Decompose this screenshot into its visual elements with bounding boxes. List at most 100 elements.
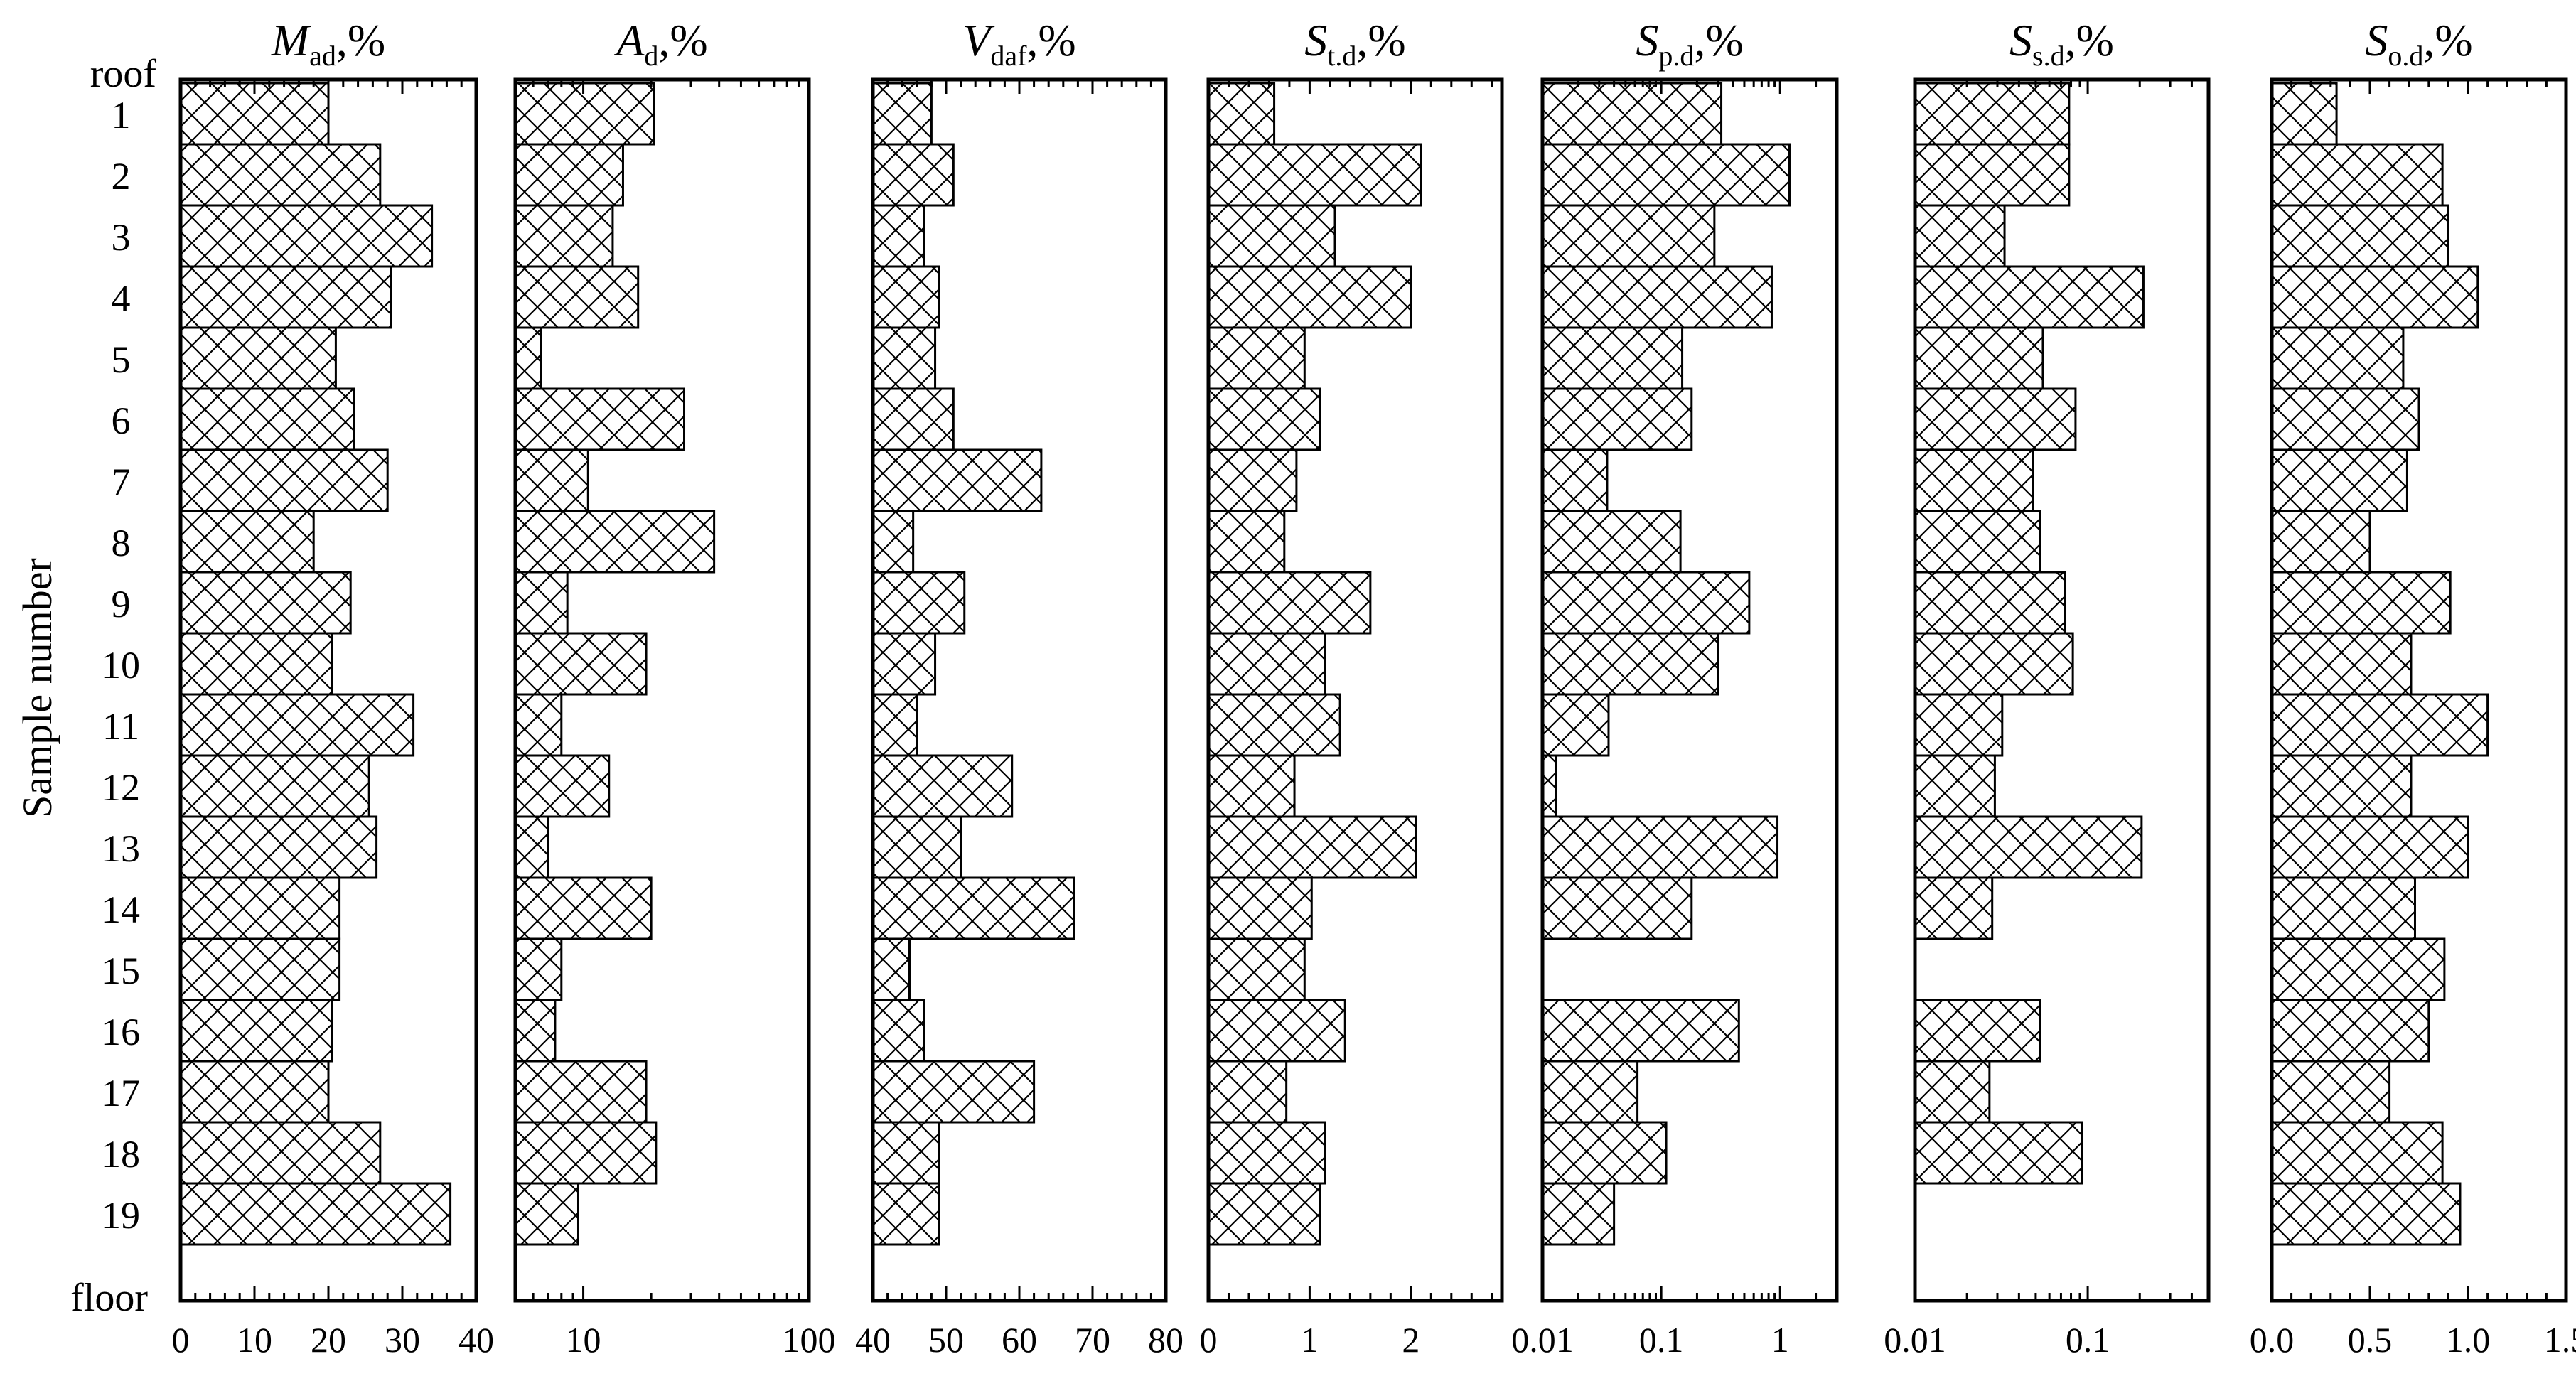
bar bbox=[871, 82, 933, 146]
bar bbox=[514, 387, 686, 451]
bar bbox=[871, 448, 1043, 512]
bar bbox=[1914, 510, 2041, 574]
x-tick-label: 0.01 bbox=[1884, 1320, 1946, 1360]
bar bbox=[1541, 754, 1557, 818]
bar bbox=[179, 632, 333, 696]
bar bbox=[514, 204, 614, 268]
bar bbox=[1914, 326, 2044, 390]
bar bbox=[1914, 265, 2145, 329]
sample-number-label: 13 bbox=[102, 827, 140, 870]
panel-title: So.d,% bbox=[2365, 15, 2472, 72]
bar bbox=[2270, 1060, 2391, 1124]
bar bbox=[2270, 82, 2338, 146]
bar bbox=[514, 510, 716, 574]
x-tick-label: 0.01 bbox=[1511, 1320, 1574, 1360]
bar bbox=[1541, 82, 1723, 146]
x-tick-label: 40 bbox=[855, 1320, 891, 1360]
x-tick-label: 0.5 bbox=[2348, 1320, 2393, 1360]
bar bbox=[1914, 82, 2071, 146]
bar bbox=[1207, 265, 1412, 329]
bar bbox=[2270, 571, 2452, 635]
bar bbox=[1207, 448, 1298, 512]
y-axis-label: Sample number bbox=[14, 558, 60, 818]
bar bbox=[1541, 693, 1610, 757]
bar bbox=[871, 204, 925, 268]
bar bbox=[1207, 326, 1306, 390]
bar bbox=[179, 876, 341, 940]
bar bbox=[514, 326, 542, 390]
bar bbox=[871, 571, 966, 635]
bar bbox=[1207, 204, 1336, 268]
bar bbox=[179, 693, 415, 757]
panel-title: Vdaf,% bbox=[962, 15, 1075, 72]
bar bbox=[1207, 143, 1422, 207]
panel-3: 40 50 60 70 80 Vdaf,% bbox=[855, 15, 1184, 1360]
bar bbox=[1914, 1060, 1991, 1124]
bar bbox=[2270, 937, 2446, 1001]
bar bbox=[179, 999, 333, 1063]
bar bbox=[514, 815, 549, 879]
bar bbox=[871, 693, 918, 757]
bar bbox=[514, 1060, 648, 1124]
bar bbox=[2270, 815, 2469, 879]
bar bbox=[514, 693, 563, 757]
bar bbox=[179, 815, 378, 879]
bar bbox=[179, 448, 389, 512]
bar bbox=[871, 999, 925, 1063]
bar bbox=[514, 1182, 579, 1246]
bar bbox=[1914, 1121, 2083, 1185]
bar bbox=[1207, 632, 1326, 696]
bar bbox=[1207, 876, 1313, 940]
panel-6: 0.01 0.1 Ss.d,% bbox=[1884, 15, 2211, 1360]
bar bbox=[1541, 876, 1693, 940]
x-tick-label: 0 bbox=[172, 1320, 190, 1360]
sample-number-label: 4 bbox=[112, 277, 131, 320]
bar bbox=[1541, 999, 1740, 1063]
sample-number-label: 11 bbox=[102, 705, 139, 748]
x-tick-label: 70 bbox=[1075, 1320, 1110, 1360]
panel-title: Ad,% bbox=[613, 15, 707, 72]
bar bbox=[2270, 1182, 2462, 1246]
sample-number-label: 7 bbox=[112, 461, 131, 503]
x-tick-label: 0.0 bbox=[2250, 1320, 2295, 1360]
bar bbox=[1914, 143, 2071, 207]
bar bbox=[1541, 1121, 1668, 1185]
sample-number-label: 19 bbox=[102, 1194, 140, 1237]
bar bbox=[179, 1060, 330, 1124]
sample-number-label: 15 bbox=[102, 950, 140, 992]
panel-1: 0 10 20 30 40 Mad,% bbox=[172, 15, 495, 1360]
bar bbox=[1914, 571, 2066, 635]
bar bbox=[179, 754, 370, 818]
bar bbox=[2270, 510, 2371, 574]
bar bbox=[179, 1182, 452, 1246]
bar bbox=[1914, 693, 2004, 757]
x-tick-label: 1 bbox=[1301, 1320, 1319, 1360]
bar bbox=[514, 143, 624, 207]
bar bbox=[1914, 632, 2074, 696]
x-tick-label: 0.1 bbox=[1639, 1320, 1684, 1360]
bar bbox=[514, 448, 589, 512]
bar bbox=[179, 1121, 382, 1185]
x-tick-label: 80 bbox=[1148, 1320, 1184, 1360]
bar bbox=[2270, 448, 2408, 512]
bar bbox=[1541, 265, 1773, 329]
bar bbox=[1541, 204, 1716, 268]
sample-number-label: 16 bbox=[102, 1011, 140, 1053]
bar bbox=[1541, 815, 1779, 879]
bar bbox=[2270, 693, 2489, 757]
bar bbox=[1207, 571, 1372, 635]
panel-frame bbox=[2270, 77, 2568, 1303]
bar bbox=[1914, 204, 2006, 268]
bar bbox=[2270, 999, 2430, 1063]
sample-number-label: 1 bbox=[112, 94, 131, 136]
bar bbox=[871, 754, 1014, 818]
bar bbox=[1914, 999, 2041, 1063]
bar bbox=[179, 143, 382, 207]
bar bbox=[1207, 510, 1286, 574]
x-tick-label: 1.0 bbox=[2446, 1320, 2491, 1360]
panel-title: St.d,% bbox=[1304, 15, 1405, 72]
bar bbox=[1541, 1182, 1616, 1246]
